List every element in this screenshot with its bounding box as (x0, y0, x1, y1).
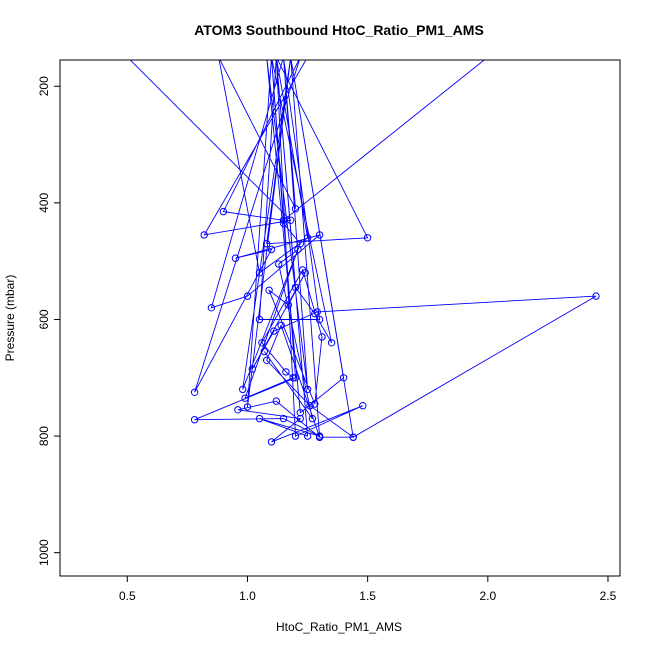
data-point (267, 438, 276, 446)
data-point (282, 368, 290, 376)
data-point (243, 403, 252, 411)
data-point (190, 388, 199, 396)
y-axis-label: Pressure (mbar) (3, 275, 17, 362)
data-point (339, 374, 348, 382)
data-point (363, 234, 372, 242)
x-axis: 0.5 1.0 1.5 2.0 2.5 (119, 576, 617, 603)
data-point (239, 385, 247, 394)
data-point (263, 356, 271, 364)
data-point (294, 245, 302, 254)
data-point (200, 231, 208, 239)
data-point (315, 315, 324, 324)
y-tick-label: 200 (37, 76, 51, 96)
data-point (313, 308, 321, 316)
chart-title: ATOM3 Southbound HtoC_Ratio_PM1_AMS (194, 22, 484, 38)
plot-frame (59, 59, 621, 577)
data-point (267, 245, 276, 254)
data-point (311, 400, 319, 408)
data-point (248, 365, 257, 373)
data-point (291, 432, 300, 440)
data-point (260, 347, 268, 356)
data-point (289, 374, 297, 382)
data-point (327, 339, 336, 347)
data-point (241, 394, 249, 402)
data-point (308, 414, 317, 423)
data-point (296, 414, 304, 423)
y-tick-label: 600 (37, 309, 51, 329)
x-tick-label: 1.0 (239, 589, 256, 603)
y-axis: 200 400 600 800 1000 (37, 76, 60, 566)
data-point (303, 432, 312, 440)
data-point (303, 385, 312, 394)
data-point (299, 266, 307, 274)
x-tick-label: 2.0 (479, 589, 496, 603)
data-point (315, 231, 324, 239)
data-point (349, 433, 357, 441)
y-tick-label: 400 (37, 193, 51, 213)
data-point (592, 292, 600, 300)
data-point (255, 414, 264, 423)
data-point (255, 269, 264, 277)
data-point (255, 315, 264, 324)
data-point (275, 260, 283, 268)
data-point (207, 304, 216, 312)
data-point (263, 240, 271, 248)
series-line (129, 60, 597, 443)
series-layer (129, 60, 600, 446)
data-point (291, 374, 300, 382)
x-axis-label: HtoC_Ratio_PM1_AMS (276, 620, 402, 634)
data-point (318, 333, 326, 341)
data-point (243, 292, 252, 300)
data-point (265, 286, 273, 294)
data-point (231, 254, 240, 262)
data-point (258, 339, 266, 347)
x-tick-label: 2.5 (600, 589, 617, 603)
data-point (291, 205, 300, 213)
data-point (306, 402, 314, 410)
data-point (315, 433, 324, 441)
data-point (287, 216, 295, 225)
data-point (359, 402, 367, 410)
data-point (277, 321, 285, 329)
data-point (279, 414, 288, 423)
data-point (234, 406, 242, 414)
data-point (270, 327, 278, 335)
data-point (303, 234, 312, 242)
y-tick-label: 800 (37, 426, 51, 446)
data-point (279, 219, 288, 228)
data-point (272, 397, 280, 405)
data-point (190, 416, 199, 424)
x-tick-label: 0.5 (119, 589, 136, 603)
data-point (291, 283, 300, 292)
x-tick-label: 1.5 (359, 589, 376, 603)
data-point (219, 207, 228, 216)
y-tick-label: 1000 (37, 539, 51, 566)
data-point (279, 216, 288, 225)
data-point (284, 301, 292, 309)
